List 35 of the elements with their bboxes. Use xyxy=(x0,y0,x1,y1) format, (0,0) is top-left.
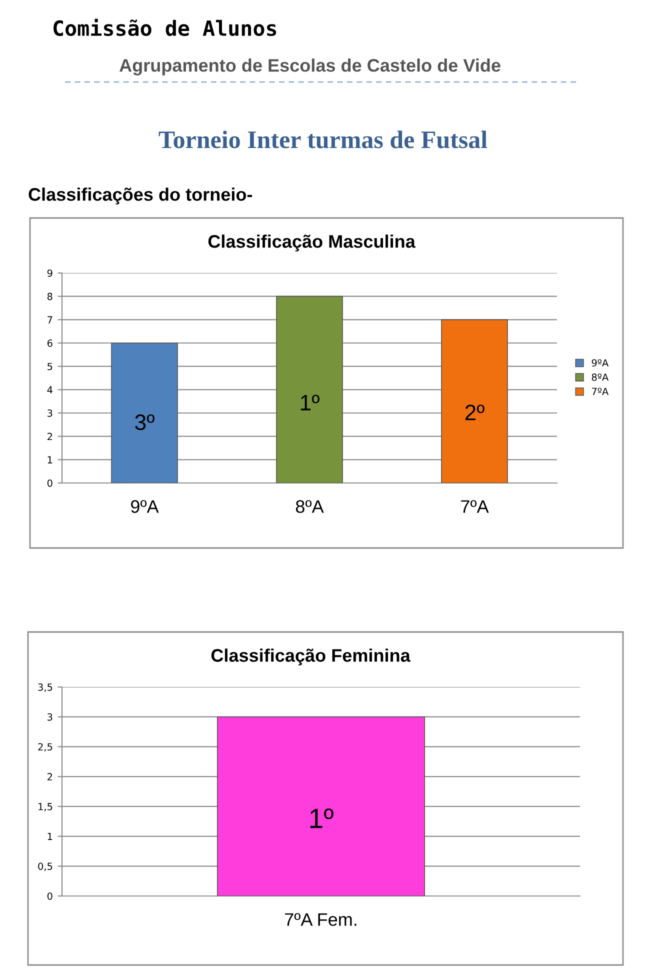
y-tick-label: 8 xyxy=(47,292,52,300)
y-tick-label: 3 xyxy=(48,409,52,417)
y-tick-label: 5 xyxy=(48,362,52,370)
x-tick-label: 9ºA xyxy=(131,500,159,513)
y-tick-label: 7 xyxy=(48,316,52,324)
legend-label: 9ºA xyxy=(592,359,609,367)
y-tick-label: 4 xyxy=(47,386,52,394)
y-tick-label: 2 xyxy=(48,773,52,780)
y-tick-label: 1,5 xyxy=(38,803,52,812)
annotation: 2º xyxy=(465,404,484,420)
y-tick-label: 3,5 xyxy=(38,683,52,692)
y-tick-label: 0,5 xyxy=(38,862,52,871)
y-tick-label: 0 xyxy=(47,892,52,900)
text: Comissão de Alunos xyxy=(54,18,276,36)
annotation: 1º xyxy=(310,808,334,828)
y-tick-label: 2 xyxy=(48,432,52,440)
y-tick-label: 3 xyxy=(48,713,52,721)
y-tick-label: 2,5 xyxy=(38,743,52,752)
y-tick-label: 1 xyxy=(48,456,52,464)
legend-label: 7ºA xyxy=(592,388,609,395)
y-tick-label: 1 xyxy=(48,832,52,840)
annotation: 1º xyxy=(300,394,320,410)
text: Torneio Inter turmas de Futsal xyxy=(158,130,488,148)
chart-title: Classificação Feminina xyxy=(211,648,410,666)
chart-title: Classificação Masculina xyxy=(208,234,416,252)
x-tick-label: 8ºA xyxy=(296,500,324,513)
text: Classificações do torneio- xyxy=(28,188,252,204)
x-tick-label: 7ºA xyxy=(461,500,489,513)
annotation: 3º xyxy=(135,414,154,430)
text: Agrupamento de Escolas de Castelo de Vide xyxy=(119,58,500,76)
y-tick-label: 0 xyxy=(47,479,52,487)
y-tick-label: 9 xyxy=(47,269,52,277)
legend-label: 8ºA xyxy=(592,373,609,381)
y-tick-label: 6 xyxy=(47,339,52,347)
x-tick-label: 7ºA Fem. xyxy=(285,913,356,926)
